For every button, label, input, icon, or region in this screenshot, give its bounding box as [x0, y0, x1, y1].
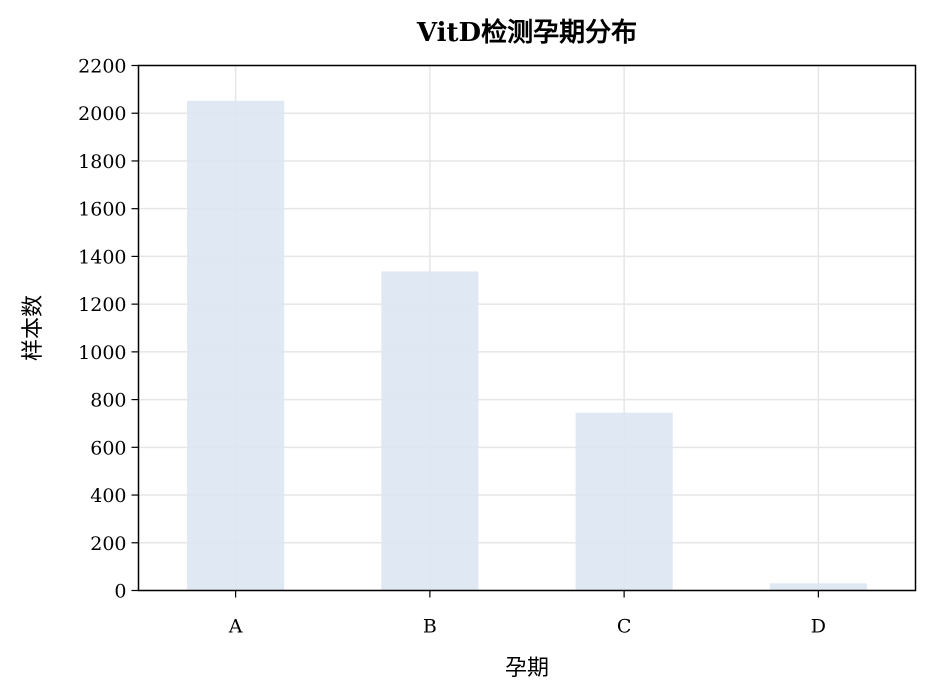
chart-title: VitD检测孕期分布: [416, 17, 637, 48]
y-tick-label: 1400: [78, 246, 126, 268]
bar-d: [769, 583, 867, 591]
y-tick-label: 0: [114, 581, 126, 603]
y-tick-label: 400: [90, 485, 126, 507]
bar-a: [187, 100, 285, 591]
y-tick-label: 2000: [78, 103, 126, 125]
y-tick-label: 200: [90, 533, 126, 555]
x-tick-label-b: B: [423, 616, 437, 638]
x-tick-label-c: C: [617, 616, 632, 638]
y-tick-label: 800: [90, 390, 126, 412]
y-tick-label: 600: [90, 437, 126, 459]
x-axis-ticks: A B C D: [228, 590, 826, 638]
x-axis-label: 孕期: [505, 656, 549, 681]
y-tick-label: 2200: [78, 56, 126, 78]
y-tick-label: 1000: [78, 342, 126, 364]
bar-b: [381, 271, 479, 591]
y-tick-label: 1600: [78, 199, 126, 221]
plot-area-frame: [137, 64, 917, 592]
x-tick-label-d: D: [811, 616, 826, 638]
y-axis-ticks: 0 200 400 600 800 1000 1200 1400 1600 1800 2000 220…: [78, 56, 139, 603]
y-axis-label: 样本数: [21, 295, 46, 361]
bar-c: [575, 412, 673, 591]
x-tick-label-a: A: [228, 616, 243, 638]
y-tick-label: 1800: [78, 151, 126, 173]
y-tick-label: 1200: [78, 294, 126, 316]
bars: [187, 100, 867, 591]
